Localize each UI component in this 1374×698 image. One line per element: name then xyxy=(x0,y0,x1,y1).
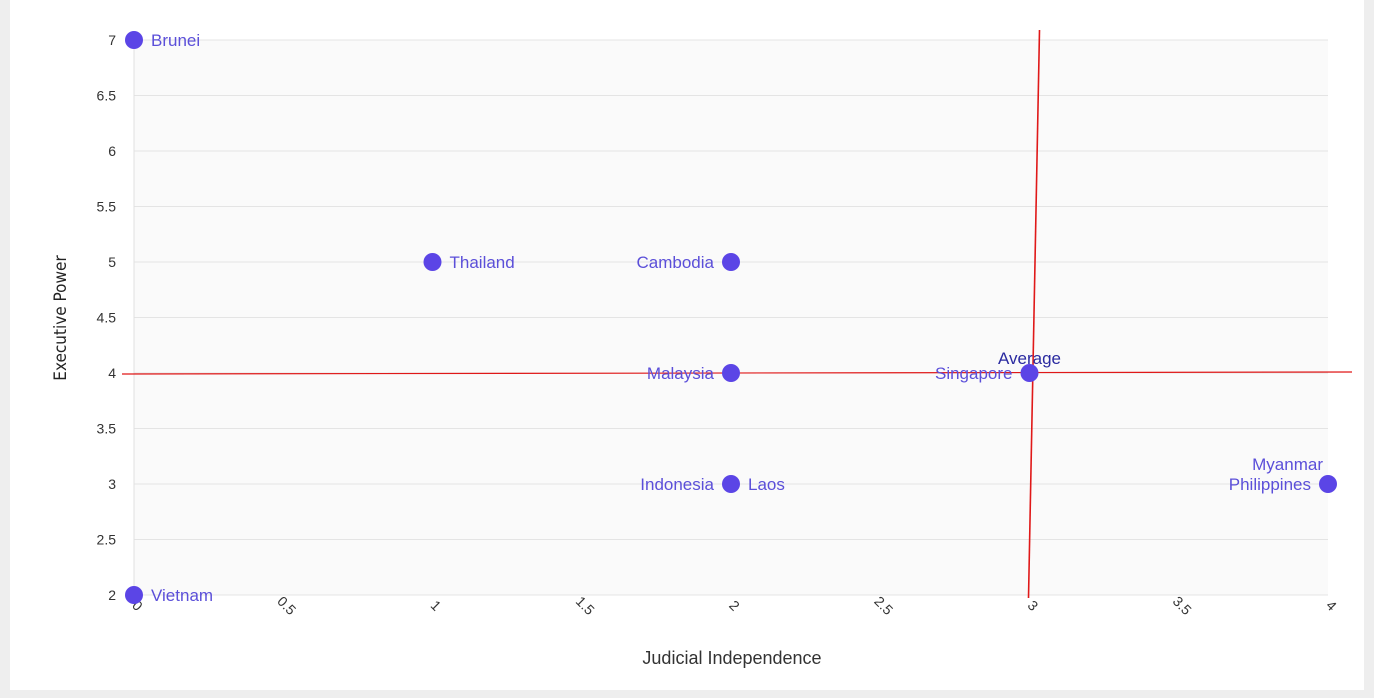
y-tick-label: 2.5 xyxy=(97,532,117,548)
data-point xyxy=(722,475,740,493)
x-axis-label: Judicial Independence xyxy=(642,648,821,668)
point-label: Philippines xyxy=(1229,475,1311,494)
scatter-chart: 22.533.544.555.566.57 0 0.5 1 1.5 2 2.5 3 3.5 4 … xyxy=(51,29,1353,668)
average-vertical-line xyxy=(1027,29,1041,599)
y-axis-ticks: 2 2.5 3 3.5 4 4.5 5 5.5 6 6.5 7 xyxy=(97,32,117,603)
point-label: Malaysia xyxy=(647,364,715,383)
x-tick-label: 3.5 xyxy=(1170,593,1195,618)
x-tick-label: 1 xyxy=(428,597,445,614)
y-tick-label: 6.5 xyxy=(97,88,117,104)
point-label: Brunei xyxy=(151,31,200,50)
data-points xyxy=(125,31,1337,604)
y-tick-label: 5.5 xyxy=(97,199,117,215)
point-label: Laos xyxy=(748,475,785,494)
y-tick-label: 3 xyxy=(108,476,116,492)
y-tick-label: 6 xyxy=(108,143,116,159)
x-tick-label: 3 xyxy=(1025,597,1042,614)
point-label: Thailand xyxy=(450,253,515,272)
data-point xyxy=(423,253,442,271)
average-label: Average xyxy=(998,349,1061,368)
data-point xyxy=(1020,364,1039,382)
y-tick-label: 4 xyxy=(108,365,116,381)
data-point xyxy=(125,586,143,604)
point-label: Myanmar xyxy=(1252,455,1323,474)
data-point xyxy=(125,31,143,49)
data-point xyxy=(722,364,740,382)
data-point xyxy=(1319,475,1337,493)
y-tick-label: 5 xyxy=(108,254,116,270)
x-tick-label: 4 xyxy=(1323,597,1340,614)
chart-card: 2 2.5 3 3.5 4 4.5 5 5.5 6 6.5 7 0 0.5 1 1.5 2 2.5 3 3.5 4 … xyxy=(10,0,1364,690)
y-tick-label: 2 xyxy=(108,587,116,603)
y-tick-label: 3.5 xyxy=(97,421,117,437)
data-point xyxy=(722,253,740,271)
point-label: Indonesia xyxy=(640,475,714,494)
y-axis-label: Executive Power xyxy=(51,255,71,381)
x-tick-label: 1.5 xyxy=(573,593,598,618)
y-tick-label: 7 xyxy=(108,32,116,48)
point-label: Cambodia xyxy=(637,253,715,272)
x-tick-label: 0.5 xyxy=(274,593,299,618)
point-labels: Brunei Thailand Cambodia Malaysia Singapore I… xyxy=(151,31,1323,605)
x-axis-ticks: 0 0.5 1 1.5 2 2.5 3 3.5 4 xyxy=(129,593,1340,618)
point-label: Vietnam xyxy=(151,586,213,605)
y-tick-label: 4.5 xyxy=(97,310,117,326)
point-label: Singapore xyxy=(935,364,1013,383)
x-tick-label: 2 xyxy=(726,597,743,614)
x-tick-label: 2.5 xyxy=(871,593,896,618)
